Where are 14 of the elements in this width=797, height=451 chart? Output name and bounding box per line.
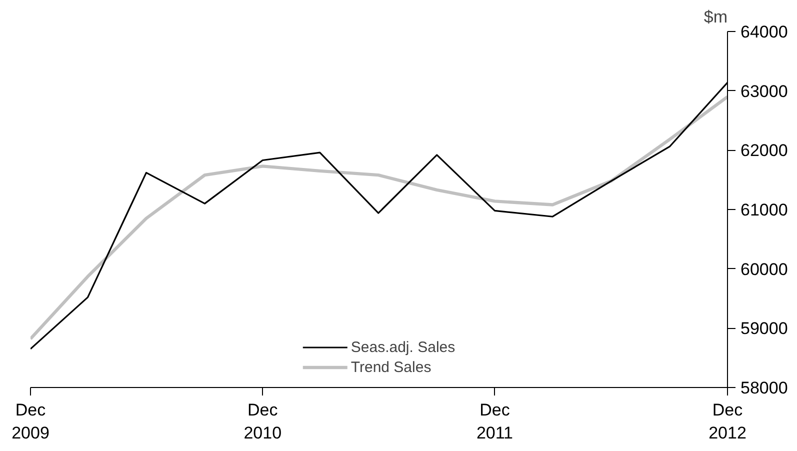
x-tick-label: Dec 2010 (244, 400, 282, 442)
y-tick-label: 59000 (740, 319, 788, 338)
legend-label: Trend Sales (350, 358, 432, 376)
y-tick-label: 63000 (740, 82, 788, 101)
y-tick-label: 64000 (740, 22, 788, 42)
y-tick-label: 58000 (740, 378, 788, 398)
y-tick-label: 60000 (740, 260, 788, 279)
y-tick-label: 61000 (740, 200, 788, 220)
legend-label: Seas.adj. Sales (350, 338, 456, 356)
x-tick-label: Dec 2012 (708, 400, 746, 442)
x-tick-label: Dec 2011 (476, 400, 514, 442)
y-axis-title: $m (704, 8, 728, 26)
x-tick-label: Dec 2009 (12, 400, 50, 442)
y-tick-label: 62000 (740, 141, 788, 160)
